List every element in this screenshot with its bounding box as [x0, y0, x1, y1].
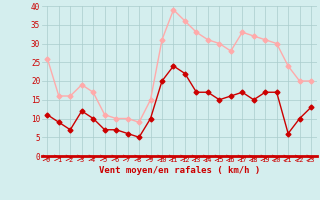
X-axis label: Vent moyen/en rafales ( km/h ): Vent moyen/en rafales ( km/h ) [99, 166, 260, 175]
